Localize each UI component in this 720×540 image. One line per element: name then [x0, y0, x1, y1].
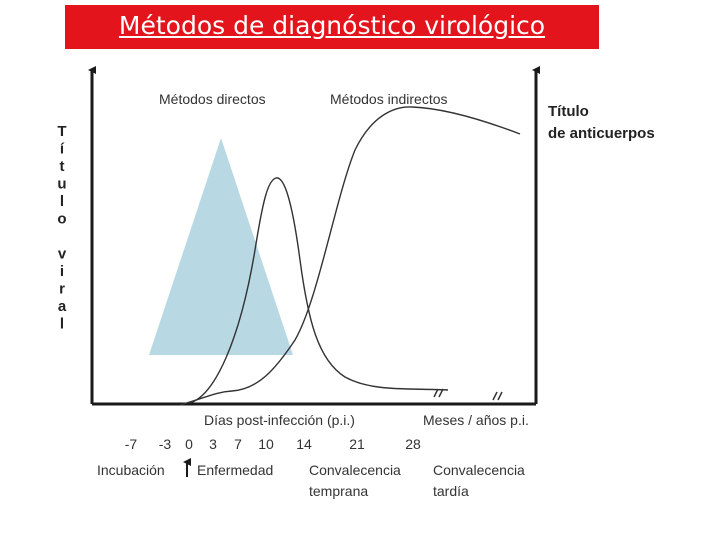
viral-titer-letter: v [58, 246, 67, 263]
early-convalescence-label-line1: Convalecencia [309, 462, 401, 478]
day-tick-labels: -7 -3 0 3 7 10 14 21 28 [125, 436, 421, 452]
viral-titer-letter: l [60, 316, 64, 333]
viral-titer-letter: i [60, 263, 64, 280]
viral-titer-letter: u [57, 176, 66, 193]
incubation-label: Incubación [97, 462, 165, 478]
days-post-infection-label: Días post-infección (p.i.) [204, 412, 355, 428]
title-banner: Métodos de diagnóstico virológico [65, 5, 599, 49]
viral-titer-letter: a [58, 298, 67, 315]
slide-title: Métodos de diagnóstico virológico [118, 11, 546, 40]
day-tick-label: -7 [125, 436, 138, 452]
day-tick-label: 0 [185, 436, 193, 452]
viral-titer-letter: o [57, 211, 66, 228]
viral-titer-letter: t [60, 158, 65, 175]
viral-titer-letter: T [57, 123, 66, 140]
late-convalescence-label-line1: Convalecencia [433, 462, 525, 478]
months-years-label: Meses / años p.i. [423, 412, 529, 428]
day-tick-label: 21 [349, 436, 365, 452]
viral-titer-letter: l [60, 193, 64, 210]
antibody-titer-label-line2: de anticuerpos [548, 125, 655, 142]
day-tick-label: 28 [405, 436, 421, 452]
antibody-titer-label-line1: Título [548, 103, 589, 120]
viral-titer-letter: í [60, 141, 65, 158]
day-tick-label: 7 [234, 436, 242, 452]
axis-break-marks [433, 388, 503, 401]
illness-label: Enfermedad [197, 462, 273, 478]
antibody-titer-curve [179, 106, 521, 406]
indirect-methods-label: Métodos indirectos [330, 91, 448, 107]
early-convalescence-label-line2: temprana [309, 483, 368, 499]
direct-methods-label: Métodos directos [159, 91, 266, 107]
day-tick-label: 14 [296, 436, 312, 452]
day-tick-label: 10 [258, 436, 274, 452]
viral-titer-curve [189, 177, 449, 404]
late-convalescence-label-line2: tardía [433, 483, 469, 499]
day-tick-label: 3 [209, 436, 217, 452]
direct-methods-triangle [149, 138, 293, 355]
viral-titer-letter: r [59, 281, 65, 298]
day-tick-label: -3 [159, 436, 172, 452]
